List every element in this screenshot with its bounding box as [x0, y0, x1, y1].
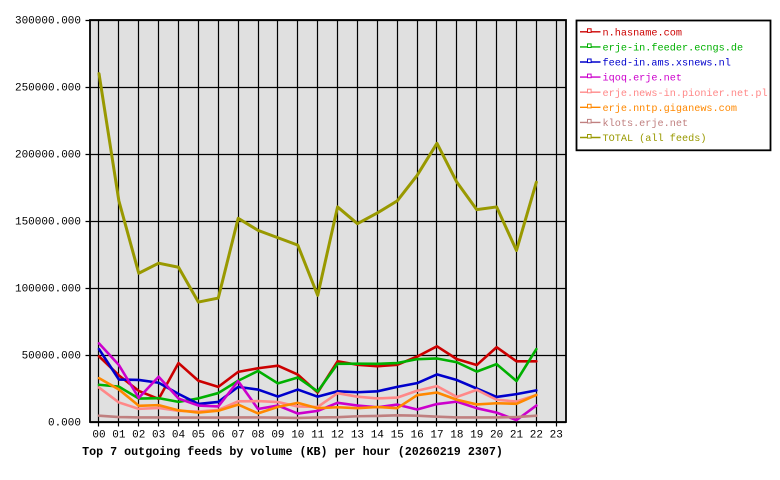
svg-text:erje.nntp.giganews.com: erje.nntp.giganews.com [603, 103, 738, 115]
svg-text:klots.erje.net: klots.erje.net [603, 118, 689, 130]
svg-text:05: 05 [192, 430, 205, 442]
svg-text:00: 00 [92, 430, 105, 442]
svg-text:erje.news-in.pionier.net.pl: erje.news-in.pionier.net.pl [603, 88, 768, 100]
svg-text:TOTAL (all feeds): TOTAL (all feeds) [603, 133, 707, 145]
svg-text:300000.000: 300000.000 [15, 16, 81, 28]
svg-text:02: 02 [132, 430, 145, 442]
svg-text:04: 04 [172, 430, 186, 442]
svg-text:09: 09 [271, 430, 284, 442]
svg-text:03: 03 [152, 430, 165, 442]
svg-text:0.000: 0.000 [48, 418, 81, 430]
svg-text:50000.000: 50000.000 [22, 351, 81, 363]
svg-text:15: 15 [391, 430, 404, 442]
svg-text:11: 11 [311, 430, 325, 442]
svg-text:10: 10 [291, 430, 304, 442]
svg-text:17: 17 [430, 430, 443, 442]
svg-text:feed-in.ams.xsnews.nl: feed-in.ams.xsnews.nl [603, 58, 731, 70]
svg-text:22: 22 [530, 430, 543, 442]
svg-text:23: 23 [550, 430, 563, 442]
svg-text:100000.000: 100000.000 [15, 284, 81, 296]
svg-text:14: 14 [371, 430, 385, 442]
svg-text:n.hasname.com: n.hasname.com [603, 27, 682, 39]
svg-text:13: 13 [351, 430, 364, 442]
svg-text:250000.000: 250000.000 [15, 83, 81, 95]
svg-text:200000.000: 200000.000 [15, 150, 81, 162]
svg-text:20: 20 [490, 430, 503, 442]
svg-text:18: 18 [450, 430, 463, 442]
svg-text:iqoq.erje.net: iqoq.erje.net [603, 73, 682, 85]
svg-text:Top 7 outgoing feeds by volume: Top 7 outgoing feeds by volume (KB) per … [82, 445, 503, 459]
svg-text:erje-in.feeder.ecngs.de: erje-in.feeder.ecngs.de [603, 43, 744, 55]
svg-text:21: 21 [510, 430, 524, 442]
svg-text:150000.000: 150000.000 [15, 217, 81, 229]
svg-text:16: 16 [410, 430, 423, 442]
svg-text:19: 19 [470, 430, 483, 442]
svg-text:08: 08 [251, 430, 264, 442]
svg-text:01: 01 [112, 430, 126, 442]
svg-text:07: 07 [232, 430, 245, 442]
svg-text:12: 12 [331, 430, 344, 442]
svg-text:06: 06 [212, 430, 225, 442]
